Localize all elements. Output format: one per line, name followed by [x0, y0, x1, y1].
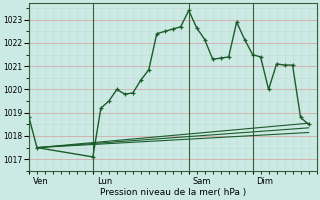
Text: Lun: Lun	[97, 177, 112, 186]
Text: Ven: Ven	[33, 177, 49, 186]
X-axis label: Pression niveau de la mer( hPa ): Pression niveau de la mer( hPa )	[100, 188, 246, 197]
Text: Sam: Sam	[193, 177, 211, 186]
Text: Dim: Dim	[257, 177, 274, 186]
